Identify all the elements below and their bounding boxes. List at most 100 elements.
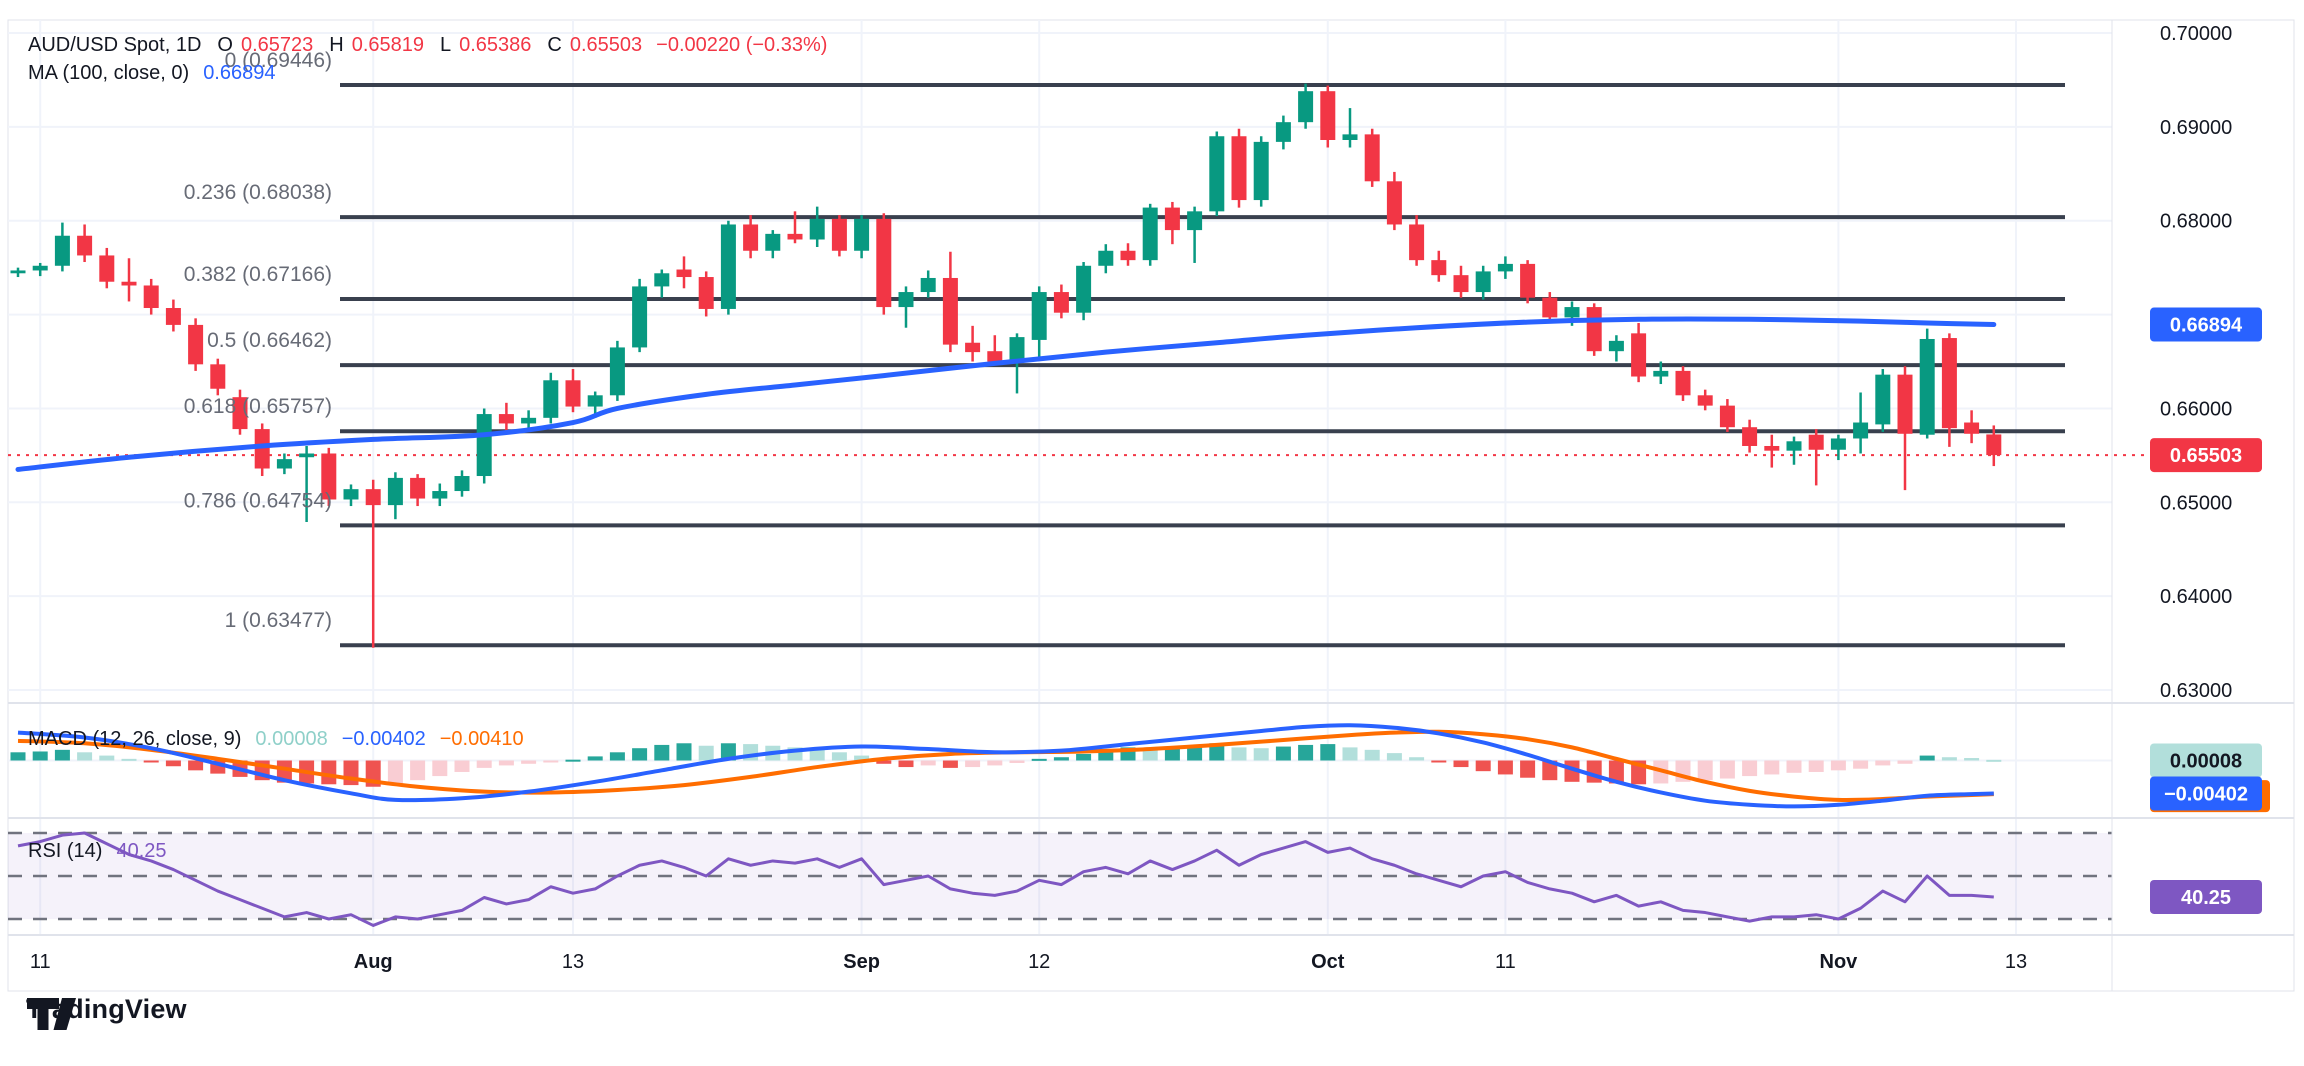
candle-body <box>1808 434 1824 450</box>
macd-bar <box>521 760 537 764</box>
candle-body <box>1275 122 1291 142</box>
macd-bar <box>1142 749 1158 761</box>
macd-bar <box>1298 744 1314 761</box>
macd-line[interactable] <box>17 723 1994 809</box>
macd-bar <box>1453 760 1469 768</box>
macd-bar <box>898 760 914 768</box>
macd-bar <box>1697 760 1713 781</box>
macd-bar <box>143 760 159 763</box>
fib-label: 0.786 (0.64754) <box>184 489 332 512</box>
fib-label: 1 (0.63477) <box>225 609 332 632</box>
rsi-badge: 40.25 <box>2181 887 2231 909</box>
macd-bar <box>10 752 26 761</box>
macd-bar <box>1586 760 1602 783</box>
macd-bar <box>1853 760 1869 769</box>
time-axis-label: Oct <box>1311 951 1345 973</box>
candle-body <box>365 489 381 506</box>
candle-body <box>410 477 426 499</box>
candle-body <box>321 453 337 500</box>
ma-line[interactable] <box>15 316 1997 472</box>
macd-bar <box>920 760 936 766</box>
candle-body <box>10 270 26 274</box>
chart-frame <box>7 19 2295 992</box>
macd-bar <box>1742 760 1758 777</box>
candle-body <box>1564 307 1580 318</box>
macd-bar <box>698 745 714 761</box>
candle-body <box>1031 292 1047 340</box>
candle-body <box>1586 307 1602 352</box>
rsi-line[interactable] <box>17 831 1994 927</box>
time-axis-label: Sep <box>843 951 880 973</box>
macd-bar <box>54 749 70 761</box>
candle-body <box>720 224 736 309</box>
macd-signal-line[interactable] <box>17 729 1994 802</box>
macd-bar <box>1053 757 1069 761</box>
candle-body <box>121 281 137 286</box>
candle-body <box>876 218 892 308</box>
candle-body <box>454 476 470 492</box>
rsi-legend[interactable]: RSI (14) 40.25 <box>28 840 167 863</box>
candle-body <box>609 347 625 396</box>
macd-legend[interactable]: MACD (12, 26, close, 9) 0.00008 −0.00402… <box>28 728 524 751</box>
ohlc-low-key: L <box>440 34 452 56</box>
last-price-badge: 0.65503 <box>2170 445 2242 467</box>
macd-bar <box>343 760 359 786</box>
macd-badge: −0.00402 <box>2164 783 2248 805</box>
tradingview-attribution[interactable]: TradingView <box>26 994 187 1030</box>
macd-badge-bg <box>2150 776 2262 811</box>
price-axis-label: 0.63000 <box>2160 680 2232 702</box>
price-axis-label: 0.69000 <box>2160 117 2232 139</box>
macd-bar <box>1386 753 1402 761</box>
macd-bar <box>987 760 1003 766</box>
macd-bar <box>809 748 825 761</box>
price-axis-label: 0.64000 <box>2160 586 2232 608</box>
macd-bar <box>1164 747 1180 761</box>
candle-body <box>1520 263 1536 298</box>
time-axis-label: 13 <box>562 951 584 973</box>
macd-bar <box>1919 755 1935 761</box>
macd-bar <box>410 760 426 781</box>
candle-body <box>32 265 48 271</box>
macd-bar <box>831 752 847 761</box>
fib-label: 0.382 (0.67166) <box>184 263 332 286</box>
price-scale[interactable]: 0.70000 0.69000 0.68000 0.66000 0.65000 0.640… <box>2160 23 2232 702</box>
ohlc-low-value: 0.65386 <box>459 34 532 56</box>
candle-body <box>1453 275 1469 293</box>
candlesticks <box>10 83 2002 648</box>
macd-bar <box>1875 760 1891 766</box>
macd-bar <box>965 760 981 768</box>
macd-bar <box>720 743 736 761</box>
candle-body <box>942 277 958 345</box>
symbol-title: AUD/USD Spot, 1D <box>28 34 202 56</box>
fib-retracement[interactable] <box>340 82 2065 648</box>
macd-bar <box>1342 747 1358 761</box>
macd-bar <box>1187 745 1203 761</box>
candle-body <box>1009 337 1025 362</box>
macd-bar <box>1497 760 1513 775</box>
ohlc-close-key: C <box>547 34 562 56</box>
ma-legend[interactable]: MA (100, close, 0) 0.66894 <box>28 62 275 85</box>
ma-badge: 0.66894 <box>2170 315 2243 337</box>
symbol-legend[interactable]: AUD/USD Spot, 1D O 0.65723 H 0.65819 L 0.65… <box>28 34 827 57</box>
candle-body <box>1320 91 1336 141</box>
macd-bar <box>1475 760 1491 772</box>
rsi-label: RSI (14) <box>28 840 103 862</box>
candle-body <box>1098 250 1114 266</box>
candle-body <box>254 429 270 469</box>
candle-body <box>787 233 803 240</box>
price-axis-label: 0.66000 <box>2160 398 2232 420</box>
macd-bar <box>1986 759 2002 762</box>
macd-bar <box>632 748 648 761</box>
candle-body <box>143 285 159 309</box>
candle-body <box>387 477 403 506</box>
candle-body <box>632 286 648 348</box>
candle-body <box>299 453 315 458</box>
rsi-value: 40.25 <box>116 840 167 862</box>
time-axis-label: 13 <box>2005 951 2027 973</box>
candle-body <box>565 380 581 407</box>
candle-body <box>1253 141 1269 201</box>
time-scale[interactable]: 11 Aug 13 Sep 12 Oct 11 Nov 13 <box>30 951 2027 973</box>
macd-bar <box>121 758 137 761</box>
candle-body <box>1631 333 1647 377</box>
